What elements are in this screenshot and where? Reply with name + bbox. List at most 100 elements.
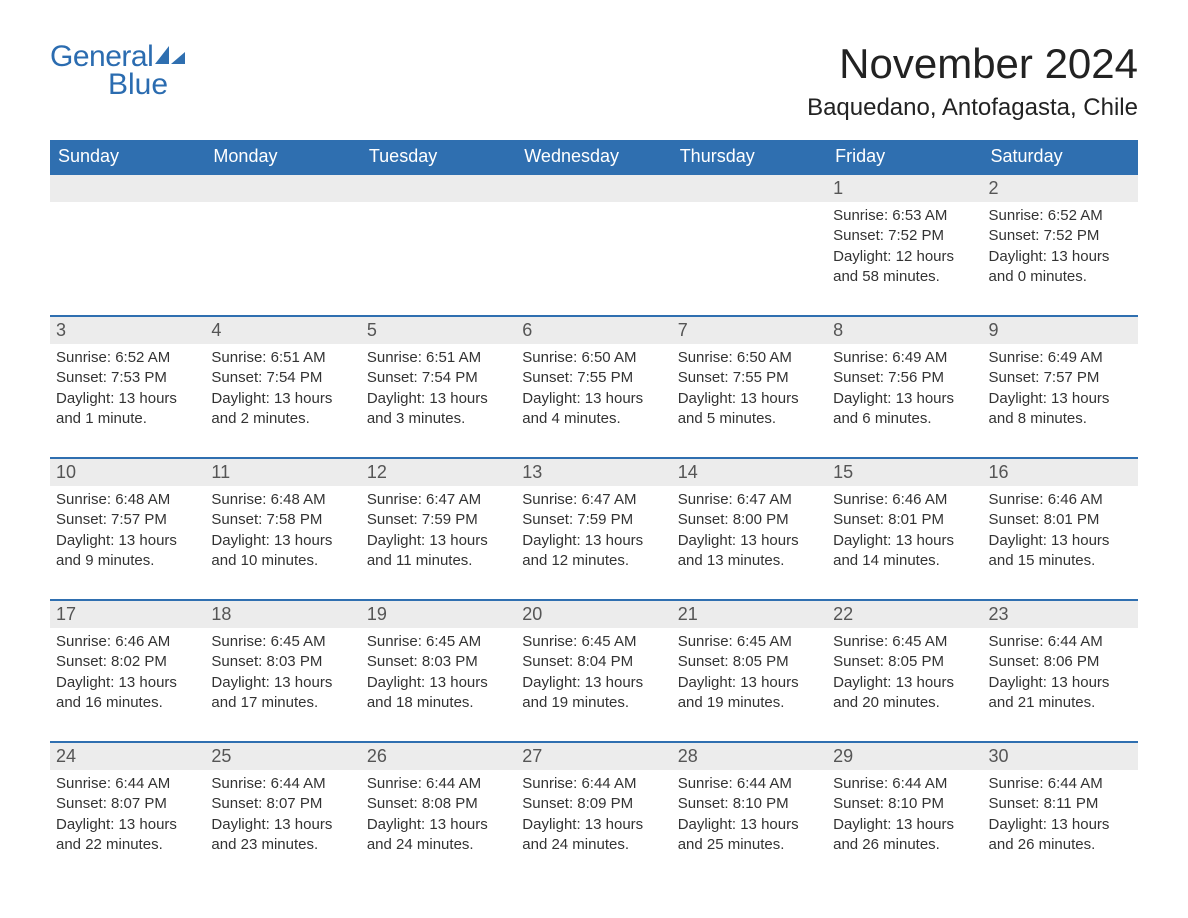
day-cell: Sunrise: 6:46 AMSunset: 8:02 PMDaylight:… bbox=[50, 628, 205, 742]
sunset-text: Sunset: 7:52 PM bbox=[989, 226, 1132, 246]
day-cell: Sunrise: 6:44 AMSunset: 8:07 PMDaylight:… bbox=[50, 770, 205, 865]
sunset-text: Sunset: 7:55 PM bbox=[522, 368, 665, 388]
day-cell: Sunrise: 6:53 AM Sunset: 7:52 PM Dayligh… bbox=[827, 202, 982, 316]
daylight-text-2: and 10 minutes. bbox=[211, 551, 354, 571]
sunset-text: Sunset: 7:59 PM bbox=[522, 510, 665, 530]
day-body-row: Sunrise: 6:52 AMSunset: 7:53 PMDaylight:… bbox=[50, 344, 1138, 458]
sunrise-text: Sunrise: 6:47 AM bbox=[678, 490, 821, 510]
sunrise-text: Sunrise: 6:44 AM bbox=[989, 632, 1132, 652]
day-number: 20 bbox=[516, 600, 671, 628]
day-cell: Sunrise: 6:48 AMSunset: 7:58 PMDaylight:… bbox=[205, 486, 360, 600]
daylight-text-2: and 19 minutes. bbox=[678, 693, 821, 713]
sunrise-text: Sunrise: 6:50 AM bbox=[522, 348, 665, 368]
sunrise-text: Sunrise: 6:48 AM bbox=[56, 490, 199, 510]
day-number: 6 bbox=[516, 316, 671, 344]
day-cell: Sunrise: 6:45 AMSunset: 8:03 PMDaylight:… bbox=[361, 628, 516, 742]
day-number: 1 bbox=[827, 174, 982, 202]
day-number: 12 bbox=[361, 458, 516, 486]
daylight-text-1: Daylight: 13 hours bbox=[522, 389, 665, 409]
daylight-text-2: and 8 minutes. bbox=[989, 409, 1132, 429]
day-cell: Sunrise: 6:44 AMSunset: 8:09 PMDaylight:… bbox=[516, 770, 671, 865]
day-number: 13 bbox=[516, 458, 671, 486]
sunrise-text: Sunrise: 6:53 AM bbox=[833, 206, 976, 226]
day-cell bbox=[205, 202, 360, 316]
daylight-text-1: Daylight: 13 hours bbox=[833, 673, 976, 693]
daylight-text-2: and 21 minutes. bbox=[989, 693, 1132, 713]
sunset-text: Sunset: 8:03 PM bbox=[211, 652, 354, 672]
day-cell bbox=[516, 202, 671, 316]
header: General Blue November 2024 Baquedano, An… bbox=[50, 40, 1138, 122]
sunset-text: Sunset: 8:11 PM bbox=[989, 794, 1132, 814]
day-number: 10 bbox=[50, 458, 205, 486]
daylight-text-2: and 17 minutes. bbox=[211, 693, 354, 713]
day-cell: Sunrise: 6:44 AMSunset: 8:07 PMDaylight:… bbox=[205, 770, 360, 865]
daylight-text-2: and 5 minutes. bbox=[678, 409, 821, 429]
day-body-row: Sunrise: 6:53 AM Sunset: 7:52 PM Dayligh… bbox=[50, 202, 1138, 316]
day-cell: Sunrise: 6:47 AMSunset: 8:00 PMDaylight:… bbox=[672, 486, 827, 600]
daylight-text-2: and 4 minutes. bbox=[522, 409, 665, 429]
day-number bbox=[205, 174, 360, 202]
day-cell: Sunrise: 6:50 AMSunset: 7:55 PMDaylight:… bbox=[672, 344, 827, 458]
day-number-row: 3 4 5 6 7 8 9 bbox=[50, 316, 1138, 344]
day-cell: Sunrise: 6:45 AMSunset: 8:04 PMDaylight:… bbox=[516, 628, 671, 742]
daylight-text-1: Daylight: 13 hours bbox=[989, 531, 1132, 551]
day-number: 15 bbox=[827, 458, 982, 486]
day-cell: Sunrise: 6:52 AMSunset: 7:53 PMDaylight:… bbox=[50, 344, 205, 458]
daylight-text-1: Daylight: 13 hours bbox=[522, 673, 665, 693]
sunset-text: Sunset: 8:01 PM bbox=[989, 510, 1132, 530]
sunset-text: Sunset: 8:07 PM bbox=[211, 794, 354, 814]
weekday-header: Sunday bbox=[50, 140, 205, 174]
weekday-header-row: Sunday Monday Tuesday Wednesday Thursday… bbox=[50, 140, 1138, 174]
daylight-text-2: and 58 minutes. bbox=[833, 267, 976, 287]
daylight-text-1: Daylight: 13 hours bbox=[367, 673, 510, 693]
sunset-text: Sunset: 7:57 PM bbox=[989, 368, 1132, 388]
day-cell: Sunrise: 6:44 AMSunset: 8:08 PMDaylight:… bbox=[361, 770, 516, 865]
day-number: 7 bbox=[672, 316, 827, 344]
day-cell: Sunrise: 6:45 AMSunset: 8:05 PMDaylight:… bbox=[827, 628, 982, 742]
daylight-text-1: Daylight: 13 hours bbox=[989, 247, 1132, 267]
day-cell: Sunrise: 6:52 AM Sunset: 7:52 PM Dayligh… bbox=[983, 202, 1138, 316]
calendar-table: Sunday Monday Tuesday Wednesday Thursday… bbox=[50, 140, 1138, 865]
day-body-row: Sunrise: 6:48 AMSunset: 7:57 PMDaylight:… bbox=[50, 486, 1138, 600]
daylight-text-2: and 3 minutes. bbox=[367, 409, 510, 429]
sunset-text: Sunset: 8:03 PM bbox=[367, 652, 510, 672]
daylight-text-1: Daylight: 13 hours bbox=[678, 673, 821, 693]
day-cell: Sunrise: 6:48 AMSunset: 7:57 PMDaylight:… bbox=[50, 486, 205, 600]
daylight-text-2: and 24 minutes. bbox=[522, 835, 665, 855]
sunrise-text: Sunrise: 6:44 AM bbox=[56, 774, 199, 794]
daylight-text-2: and 6 minutes. bbox=[833, 409, 976, 429]
daylight-text-1: Daylight: 13 hours bbox=[56, 531, 199, 551]
day-cell: Sunrise: 6:50 AMSunset: 7:55 PMDaylight:… bbox=[516, 344, 671, 458]
day-cell: Sunrise: 6:49 AMSunset: 7:57 PMDaylight:… bbox=[983, 344, 1138, 458]
sunset-text: Sunset: 8:01 PM bbox=[833, 510, 976, 530]
sunrise-text: Sunrise: 6:52 AM bbox=[989, 206, 1132, 226]
day-number: 5 bbox=[361, 316, 516, 344]
day-number: 23 bbox=[983, 600, 1138, 628]
day-number: 22 bbox=[827, 600, 982, 628]
day-cell: Sunrise: 6:44 AMSunset: 8:10 PMDaylight:… bbox=[827, 770, 982, 865]
sunrise-text: Sunrise: 6:46 AM bbox=[989, 490, 1132, 510]
daylight-text-2: and 23 minutes. bbox=[211, 835, 354, 855]
day-cell: Sunrise: 6:51 AMSunset: 7:54 PMDaylight:… bbox=[361, 344, 516, 458]
daylight-text-1: Daylight: 13 hours bbox=[211, 815, 354, 835]
sunrise-text: Sunrise: 6:49 AM bbox=[989, 348, 1132, 368]
weekday-header: Saturday bbox=[983, 140, 1138, 174]
daylight-text-2: and 0 minutes. bbox=[989, 267, 1132, 287]
sunrise-text: Sunrise: 6:45 AM bbox=[211, 632, 354, 652]
sunrise-text: Sunrise: 6:44 AM bbox=[989, 774, 1132, 794]
day-number: 24 bbox=[50, 742, 205, 770]
daylight-text-1: Daylight: 13 hours bbox=[989, 815, 1132, 835]
sunrise-text: Sunrise: 6:46 AM bbox=[56, 632, 199, 652]
logo-text-blue: Blue bbox=[108, 68, 168, 102]
day-number: 21 bbox=[672, 600, 827, 628]
sunrise-text: Sunrise: 6:46 AM bbox=[833, 490, 976, 510]
day-number bbox=[50, 174, 205, 202]
daylight-text-1: Daylight: 13 hours bbox=[678, 389, 821, 409]
day-number-row: 10 11 12 13 14 15 16 bbox=[50, 458, 1138, 486]
weekday-header: Friday bbox=[827, 140, 982, 174]
day-cell bbox=[361, 202, 516, 316]
sunrise-text: Sunrise: 6:51 AM bbox=[367, 348, 510, 368]
brand-logo: General Blue bbox=[50, 40, 189, 102]
daylight-text-2: and 26 minutes. bbox=[989, 835, 1132, 855]
daylight-text-1: Daylight: 13 hours bbox=[367, 815, 510, 835]
